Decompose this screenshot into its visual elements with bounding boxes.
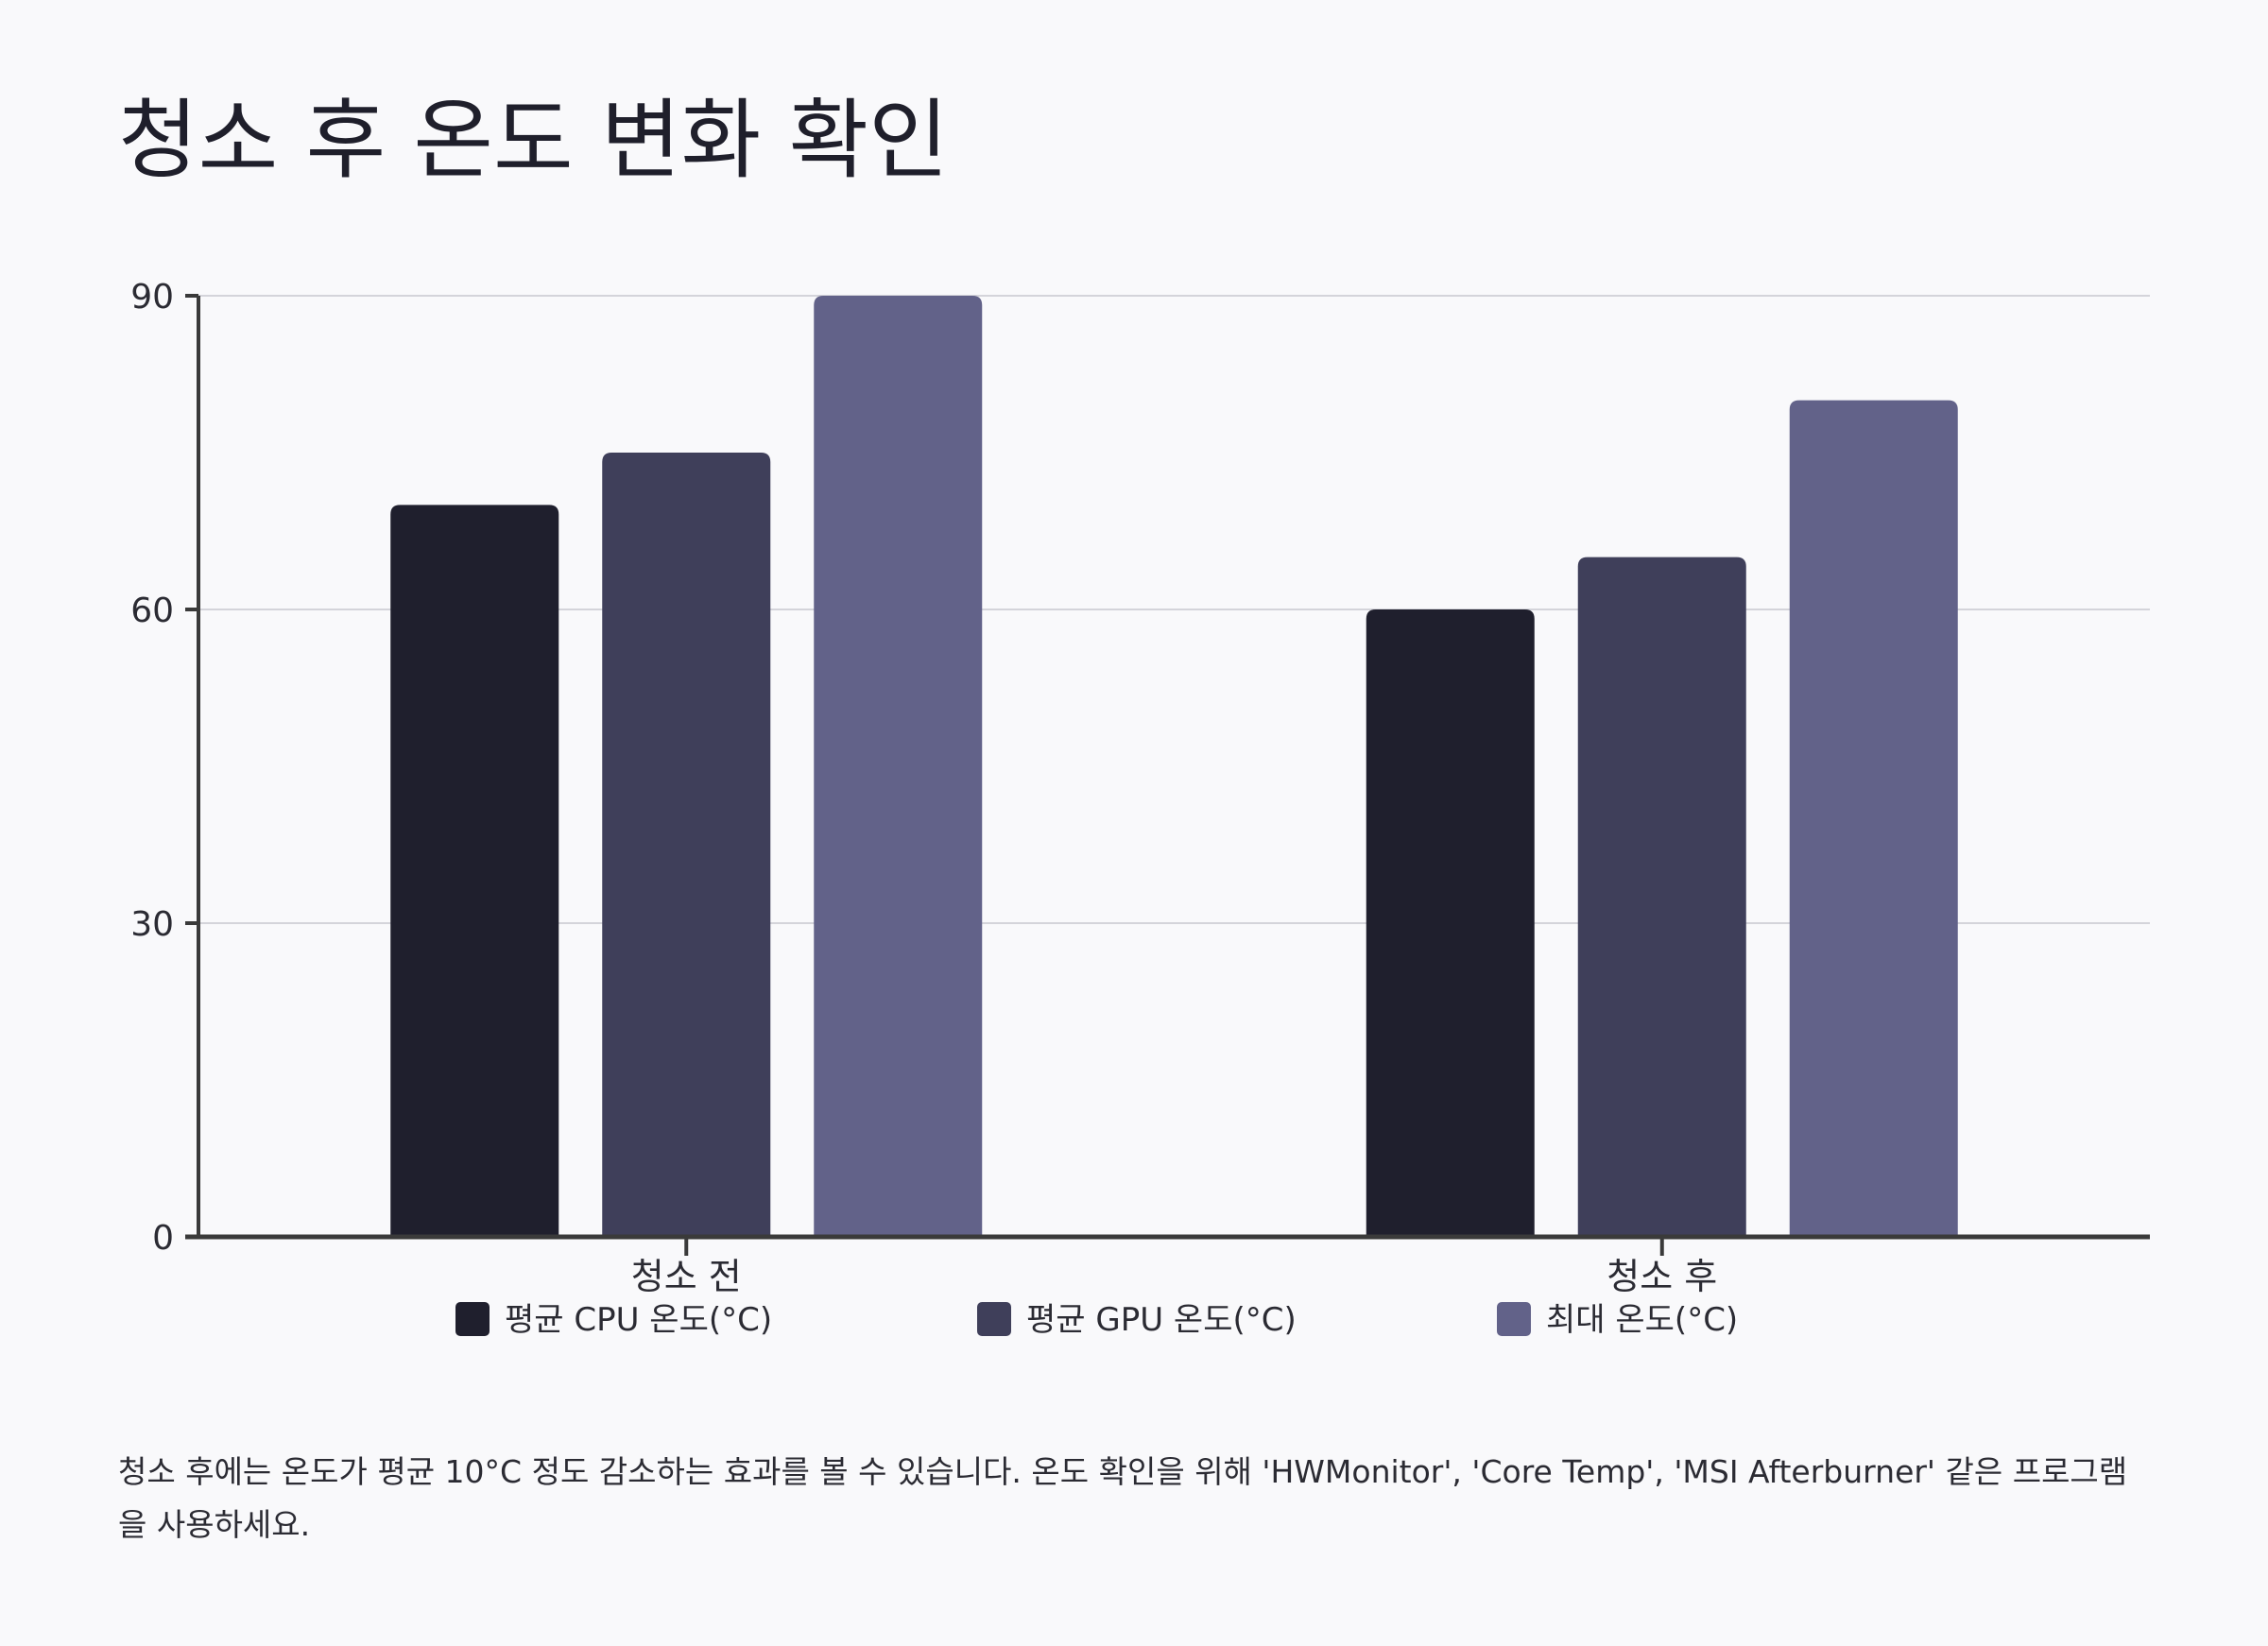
bar-2-2	[1577, 557, 1746, 1237]
bar-1-3	[814, 296, 983, 1237]
y-tick-label: 60	[130, 592, 174, 630]
axes: 0 30 60 90 청소 전 청소 후	[130, 278, 2150, 1297]
x-tick-label: 청소 전	[631, 1256, 742, 1297]
legend-label-2: 평균 GPU 온도(°C)	[1026, 1301, 1297, 1339]
legend: 평균 CPU 온도(°C) 평균 GPU 온도(°C) 최대 온도(°C)	[455, 1301, 1738, 1339]
bar-2-3	[1789, 400, 1958, 1238]
footnote-text: 청소 후에는 온도가 평균 10°C 정도 감소하는 효과를 볼 수 있습니다.…	[118, 1453, 2128, 1543]
legend-label-1: 평균 CPU 온도(°C)	[505, 1301, 772, 1339]
bar-1-2	[602, 453, 771, 1237]
bar-1-1	[390, 505, 559, 1237]
legend-swatch-2	[977, 1302, 1011, 1336]
y-tick-label: 0	[152, 1219, 174, 1258]
x-tick-label: 청소 후	[1606, 1256, 1717, 1297]
y-tick-label: 90	[130, 278, 174, 317]
bars	[390, 296, 1958, 1238]
legend-swatch-3	[1497, 1302, 1531, 1336]
bar-chart: 0 30 60 90 청소 전 청소 후 평균 CPU 온도(°C) 평균 GPU 온도(°…	[130, 278, 2150, 1339]
legend-swatch-1	[455, 1302, 490, 1336]
bar-2-1	[1366, 609, 1535, 1237]
y-tick-label: 30	[130, 905, 174, 944]
chart-title: 청소 후 온도 변화 확인	[118, 90, 949, 191]
legend-label-3: 최대 온도(°C)	[1546, 1301, 1738, 1339]
